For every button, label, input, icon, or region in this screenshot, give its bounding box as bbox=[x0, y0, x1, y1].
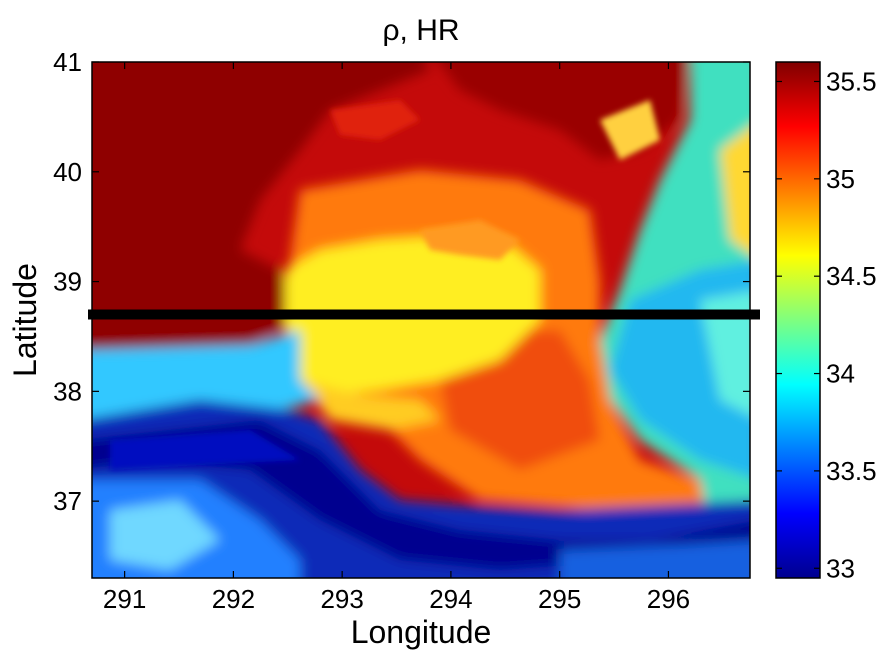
x-tick-label: 294 bbox=[429, 584, 472, 614]
x-tick-label: 292 bbox=[212, 584, 255, 614]
y-axis-label: Latitude bbox=[7, 263, 43, 377]
y-tick-label: 40 bbox=[53, 157, 82, 187]
y-tick-label: 38 bbox=[53, 376, 82, 406]
x-tick-label: 296 bbox=[647, 584, 690, 614]
colorbar-tick-label: 34 bbox=[826, 359, 855, 389]
x-tick-label: 295 bbox=[538, 584, 581, 614]
colorbar bbox=[775, 61, 821, 579]
x-axis: 291 292 293 294 295 296 bbox=[103, 62, 690, 614]
chart-title: ρ, HR bbox=[382, 14, 459, 47]
colorbar-tick-label: 35 bbox=[826, 164, 855, 194]
x-axis-label: Longitude bbox=[351, 614, 492, 650]
colorbar-tick-label: 33.5 bbox=[826, 456, 877, 486]
colorbar-axis: 33 33.5 34 34.5 35 35.5 bbox=[776, 66, 877, 583]
y-tick-label: 39 bbox=[53, 267, 82, 297]
heatmap-field bbox=[92, 62, 750, 578]
colorbar-tick-label: 35.5 bbox=[826, 66, 877, 96]
x-tick-label: 291 bbox=[103, 584, 146, 614]
plot-frame bbox=[91, 61, 751, 579]
colorbar-tick-label: 33 bbox=[826, 553, 855, 583]
x-tick-label: 293 bbox=[320, 584, 363, 614]
y-tick-label: 37 bbox=[53, 486, 82, 516]
colorbar-tick-label: 34.5 bbox=[826, 261, 877, 291]
y-axis: 37 38 39 40 41 bbox=[53, 47, 750, 516]
y-tick-label: 41 bbox=[53, 47, 82, 77]
